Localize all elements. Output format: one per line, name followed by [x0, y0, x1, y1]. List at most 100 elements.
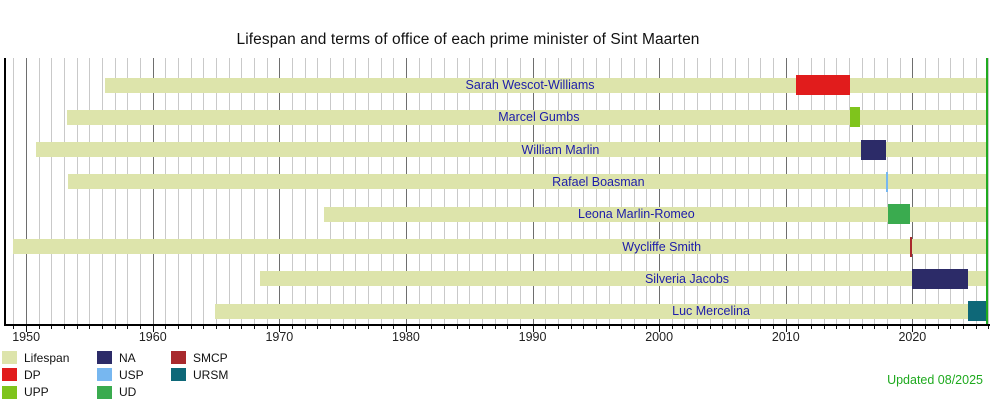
term-bar-dp: [795, 75, 850, 95]
gridline: [292, 58, 293, 324]
minister-name: William Marlin: [521, 142, 600, 157]
axis-tick-major: [26, 325, 28, 332]
axis-tick-minor: [545, 325, 547, 329]
gridline-decade: [659, 58, 661, 324]
lifespan-bar: [13, 239, 986, 254]
axis-tick-minor: [203, 325, 205, 329]
gridline: [266, 58, 268, 324]
gridline: [329, 58, 331, 324]
gridline: [228, 58, 230, 324]
axis-tick-minor: [304, 325, 306, 329]
axis-tick-minor: [836, 325, 838, 329]
lifespan-bar: [67, 174, 986, 190]
lifespan-bar: [260, 271, 986, 287]
axis-tick-minor: [798, 325, 800, 329]
gridline: [975, 58, 977, 324]
gridline: [203, 58, 205, 324]
gridline-decade: [912, 58, 914, 324]
gridline: [367, 58, 369, 324]
axis-tick-minor: [861, 325, 863, 329]
axis-tick-minor: [494, 325, 496, 329]
axis-tick-minor: [89, 325, 91, 329]
axis-tick-minor: [13, 325, 15, 329]
axis-tick-minor: [646, 325, 648, 329]
gridline-decade: [279, 58, 281, 324]
gridline: [760, 58, 762, 324]
axis-tick-minor: [823, 325, 825, 329]
gridline: [76, 58, 78, 324]
gridline: [899, 58, 901, 324]
x-axis: [4, 323, 990, 326]
axis-tick-minor: [811, 325, 813, 329]
axis-tick-major: [279, 325, 281, 332]
lifespan-bar: [66, 109, 986, 125]
gridline: [722, 58, 724, 324]
axis-tick-minor: [684, 325, 686, 329]
axis-tick-minor: [241, 325, 243, 329]
legend-label: URSM: [193, 367, 229, 382]
gridline-decade: [405, 58, 407, 324]
gridline: [545, 58, 547, 324]
axis-tick-minor: [178, 325, 180, 329]
gridline: [646, 58, 648, 324]
gridline: [178, 58, 180, 324]
axis-tick-minor: [507, 325, 509, 329]
legend-item: SMCP: [171, 350, 228, 365]
axis-tick-minor: [887, 325, 889, 329]
axis-tick-major: [659, 325, 661, 332]
gridline-decade: [785, 58, 787, 324]
gridline: [140, 58, 142, 324]
axis-tick-minor: [925, 325, 926, 329]
gridline: [962, 58, 964, 324]
axis-tick-minor: [595, 325, 597, 329]
axis-tick-minor: [140, 325, 142, 329]
gridline: [13, 58, 15, 324]
axis-tick-minor: [557, 325, 559, 329]
axis-tick-label: 2010: [771, 330, 800, 344]
minister-name: Wycliffe Smith: [622, 239, 702, 254]
gridline: [393, 58, 395, 324]
legend-swatch-smcp: [171, 351, 186, 364]
gridline: [798, 58, 800, 324]
lifespan-bar: [104, 77, 986, 93]
gridline: [127, 58, 129, 324]
axis-tick-minor: [393, 325, 395, 329]
axis-tick-minor: [633, 325, 635, 329]
axis-tick-minor: [165, 325, 167, 329]
axis-tick-minor: [469, 325, 471, 329]
axis-tick-minor: [456, 325, 458, 329]
axis-tick-minor: [431, 325, 433, 329]
axis-tick-minor: [355, 325, 357, 329]
gridline: [747, 58, 749, 324]
gridline: [811, 58, 813, 324]
axis-tick-major: [912, 325, 914, 332]
axis-tick-label: 1960: [138, 330, 167, 344]
axis-tick-minor: [583, 325, 585, 329]
gridline: [671, 58, 673, 324]
legend-item: Lifespan: [2, 351, 69, 365]
gridline: [456, 58, 458, 324]
gridline: [849, 58, 851, 324]
axis-tick-minor: [697, 325, 699, 329]
gridline: [216, 58, 218, 324]
gridline: [608, 58, 610, 324]
axis-tick-minor: [380, 325, 382, 329]
gridline-decade: [26, 58, 28, 324]
chart-title: Lifespan and terms of office of each pri…: [236, 31, 700, 48]
gridline: [418, 58, 420, 324]
axis-tick-minor: [735, 325, 737, 329]
gridline: [481, 58, 483, 324]
legend-label: SMCP: [193, 350, 228, 365]
axis-tick-minor: [962, 325, 964, 329]
axis-tick-minor: [114, 325, 116, 329]
minister-name: Marcel Gumbs: [498, 110, 580, 125]
axis-tick-label: 1970: [265, 330, 294, 344]
minister-name: Silveria Jacobs: [644, 271, 730, 286]
legend-swatch-usp: [97, 368, 112, 382]
axis-tick-minor: [950, 325, 952, 329]
axis-tick-label: 1950: [12, 330, 41, 344]
axis-tick-minor: [671, 325, 673, 329]
gridline: [950, 58, 952, 324]
axis-tick-minor: [102, 325, 104, 329]
axis-tick-minor: [722, 325, 724, 329]
